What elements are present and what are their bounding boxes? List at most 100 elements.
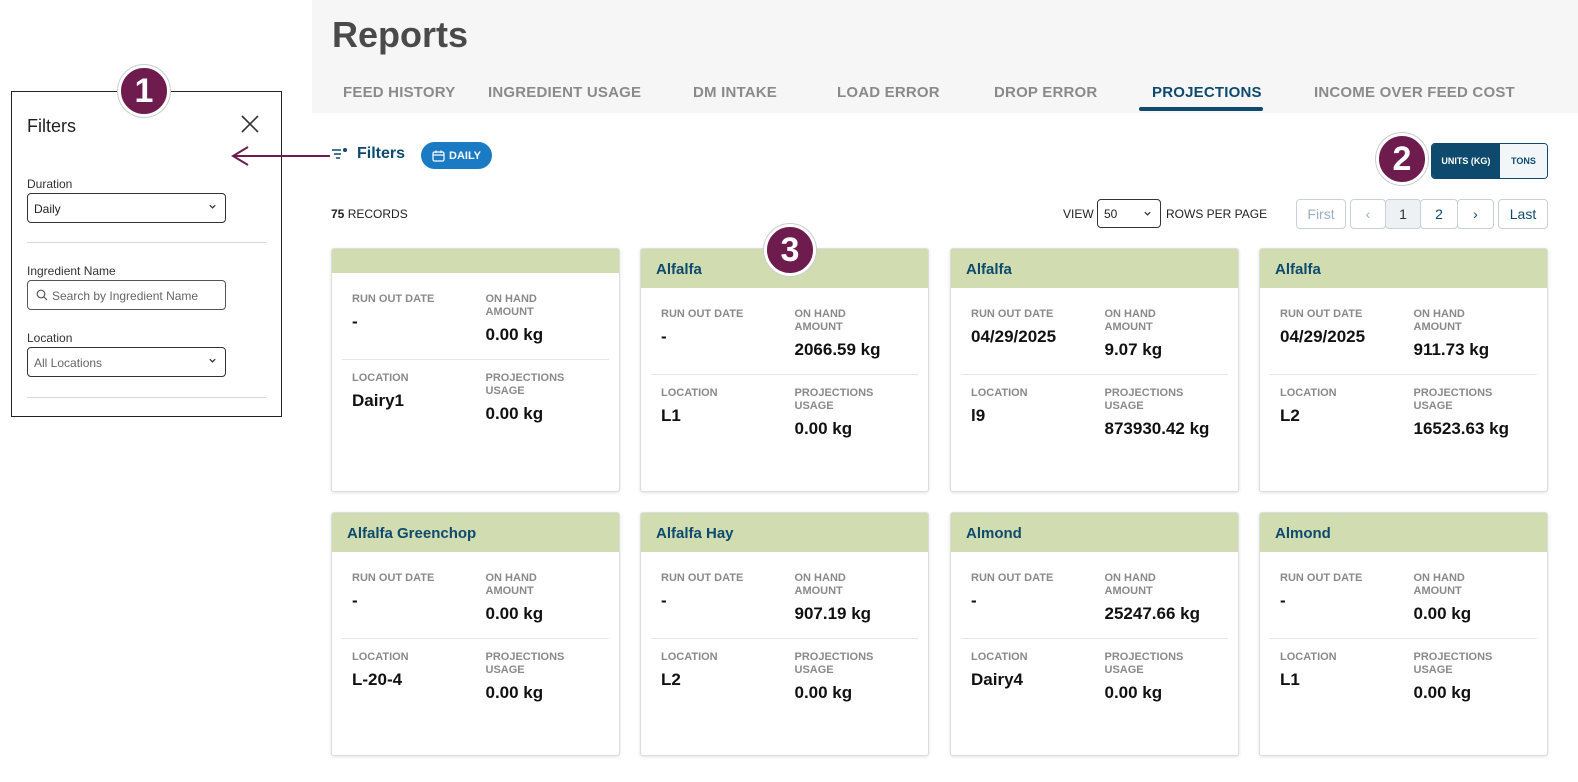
- card-title: [332, 249, 619, 273]
- divider: [1270, 374, 1537, 375]
- units-kg-button[interactable]: UNITS (KG): [1432, 144, 1500, 178]
- run-out-date-label: RUN OUT DATE: [352, 572, 435, 584]
- ingredient-card[interactable]: Alfalfa Greenchop RUN OUT DATE - ON HAND…: [331, 512, 620, 756]
- run-out-date-label: RUN OUT DATE: [971, 308, 1054, 320]
- card-title: Alfalfa Hay: [641, 513, 928, 552]
- daily-chip[interactable]: DAILY: [421, 142, 492, 169]
- on-hand-amount-label: ON HAND AMOUNT: [1413, 308, 1465, 333]
- location-value: L-20-4: [352, 670, 403, 689]
- rows-per-page-value: 50: [1104, 207, 1118, 221]
- tab-feed-history[interactable]: FEED HISTORY: [343, 84, 456, 101]
- ingredient-card[interactable]: Alfalfa RUN OUT DATE 04/29/2025 ON HAND A…: [950, 248, 1239, 492]
- view-label: VIEW: [1063, 207, 1094, 221]
- filter-panel-title: Filters: [27, 116, 76, 136]
- ingredient-search-input[interactable]: Search by Ingredient Name: [27, 280, 226, 310]
- tab-dm-intake[interactable]: DM INTAKE: [693, 84, 778, 101]
- first-page-button[interactable]: First: [1296, 199, 1346, 229]
- on-hand-amount-value: 2066.59 kg: [794, 340, 881, 359]
- on-hand-amount-label: ON HAND AMOUNT: [485, 572, 537, 597]
- divider: [342, 638, 609, 639]
- ingredient-search-placeholder: Search by Ingredient Name: [52, 289, 199, 303]
- ingredient-card[interactable]: Alfalfa RUN OUT DATE 04/29/2025 ON HAND A…: [1259, 248, 1548, 492]
- on-hand-amount-value: 0.00 kg: [485, 325, 544, 344]
- projections-usage-label: PROJECTIONS USAGE: [1413, 387, 1493, 412]
- filter-icon: [332, 148, 347, 159]
- ingredient-card[interactable]: Almond RUN OUT DATE - ON HAND AMOUNT 0.00…: [1259, 512, 1548, 756]
- page-1-button[interactable]: 1: [1385, 199, 1421, 229]
- projections-usage-value: 0.00 kg: [794, 419, 853, 438]
- location-value: Dairy1: [352, 391, 404, 410]
- projections-usage-value: 0.00 kg: [794, 683, 853, 702]
- page-2-button[interactable]: 2: [1420, 199, 1458, 229]
- on-hand-amount-label: ON HAND AMOUNT: [794, 572, 846, 597]
- projections-usage-value: 873930.42 kg: [1104, 419, 1210, 438]
- close-icon[interactable]: [238, 112, 262, 136]
- location-value: L1: [661, 406, 681, 425]
- on-hand-amount-value: 911.73 kg: [1413, 340, 1490, 359]
- divider: [27, 242, 266, 243]
- daily-chip-label: DAILY: [449, 149, 481, 162]
- run-out-date-value: 04/29/2025: [1280, 327, 1366, 346]
- location-value: All Locations: [34, 356, 103, 370]
- ingredient-card[interactable]: Alfalfa RUN OUT DATE - ON HAND AMOUNT 206…: [640, 248, 929, 492]
- run-out-date-label: RUN OUT DATE: [1280, 572, 1363, 584]
- divider: [27, 397, 266, 398]
- card-title: Alfalfa: [1260, 249, 1547, 288]
- on-hand-amount-label: ON HAND AMOUNT: [794, 308, 846, 333]
- run-out-date-value: -: [971, 591, 977, 610]
- run-out-date-value: -: [1280, 591, 1286, 610]
- location-label: LOCATION: [1280, 387, 1337, 399]
- projections-usage-label: PROJECTIONS USAGE: [1413, 651, 1493, 676]
- location-label: LOCATION: [1280, 651, 1337, 663]
- tab-projections[interactable]: PROJECTIONS: [1152, 84, 1262, 101]
- search-icon: [36, 289, 48, 301]
- last-page-button[interactable]: Last: [1498, 199, 1548, 229]
- on-hand-amount-label: ON HAND AMOUNT: [1413, 572, 1465, 597]
- records-count: 75 RECORDS: [331, 207, 408, 221]
- duration-select[interactable]: Daily: [27, 193, 226, 223]
- projections-usage-value: 0.00 kg: [1104, 683, 1163, 702]
- chevron-down-icon: [209, 358, 216, 363]
- projections-usage-label: PROJECTIONS USAGE: [794, 387, 874, 412]
- tab-income-over-feed-cost[interactable]: INCOME OVER FEED COST: [1314, 84, 1515, 101]
- prev-page-button[interactable]: ‹: [1350, 199, 1386, 229]
- card-title: Almond: [951, 513, 1238, 552]
- location-value: L1: [1280, 670, 1300, 689]
- card-title: Alfalfa Greenchop: [332, 513, 619, 552]
- on-hand-amount-label: ON HAND AMOUNT: [1104, 308, 1156, 333]
- run-out-date-value: -: [661, 327, 667, 346]
- location-label: Location: [27, 331, 73, 345]
- card-title: Alfalfa: [951, 249, 1238, 288]
- callout-badge-1: 1: [118, 65, 170, 117]
- ingredient-card[interactable]: Almond RUN OUT DATE - ON HAND AMOUNT 2524…: [950, 512, 1239, 756]
- filters-button[interactable]: Filters: [331, 145, 405, 163]
- location-value: l9: [971, 406, 986, 425]
- projections-usage-value: 0.00 kg: [485, 683, 544, 702]
- next-page-button[interactable]: ›: [1457, 199, 1494, 229]
- projections-usage-label: PROJECTIONS USAGE: [1104, 387, 1184, 412]
- tab-ingredient-usage[interactable]: INGREDIENT USAGE: [488, 84, 642, 101]
- tab-drop-error[interactable]: DROP ERROR: [994, 84, 1098, 101]
- units-tons-button[interactable]: TONS: [1499, 144, 1547, 178]
- page-title: Reports: [332, 14, 469, 55]
- projections-usage-label: PROJECTIONS USAGE: [794, 651, 874, 676]
- callout-badge-3: 3: [764, 224, 816, 276]
- location-label: LOCATION: [971, 651, 1028, 663]
- divider: [961, 638, 1228, 639]
- rows-per-page-select[interactable]: 50: [1097, 199, 1161, 228]
- on-hand-amount-value: 0.00 kg: [485, 604, 544, 623]
- location-label: LOCATION: [352, 651, 409, 663]
- projections-usage-value: 0.00 kg: [1413, 683, 1472, 702]
- run-out-date-value: 04/29/2025: [971, 327, 1057, 346]
- tab-load-error[interactable]: LOAD ERROR: [837, 84, 940, 101]
- ingredient-card[interactable]: Alfalfa Hay RUN OUT DATE - ON HAND AMOUNT…: [640, 512, 929, 756]
- run-out-date-label: RUN OUT DATE: [352, 293, 435, 305]
- ingredient-card[interactable]: RUN OUT DATE - ON HAND AMOUNT 0.00 kg LOC…: [331, 248, 620, 492]
- run-out-date-label: RUN OUT DATE: [1280, 308, 1363, 320]
- run-out-date-label: RUN OUT DATE: [971, 572, 1054, 584]
- location-select[interactable]: All Locations: [27, 347, 226, 377]
- on-hand-amount-value: 9.07 kg: [1104, 340, 1163, 359]
- card-title: Almond: [1260, 513, 1547, 552]
- filters-label: Filters: [357, 145, 406, 162]
- location-value: L2: [661, 670, 681, 689]
